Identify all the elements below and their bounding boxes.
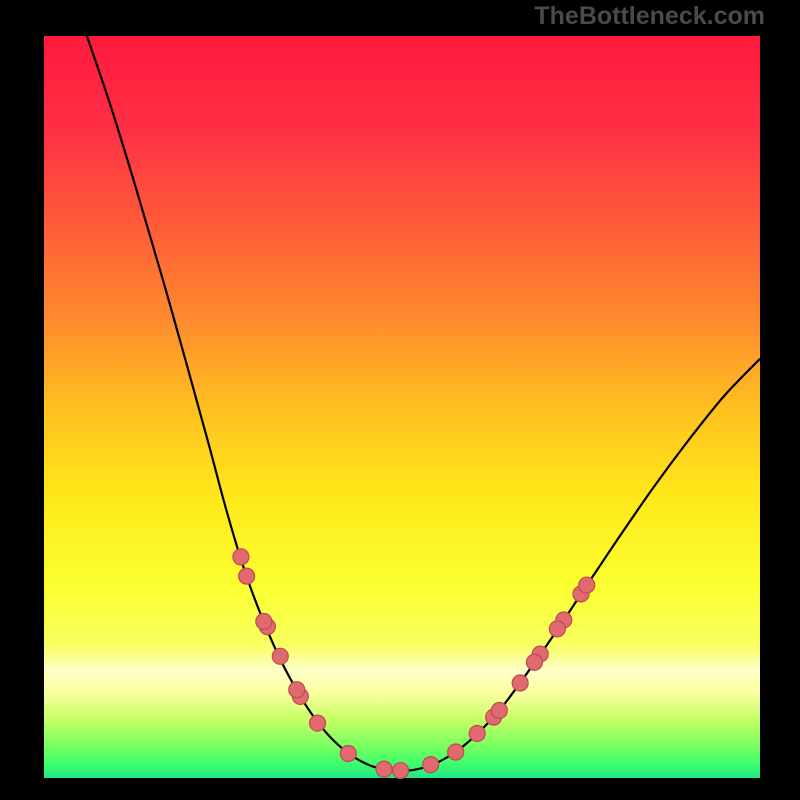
curve-left-branch	[87, 36, 388, 771]
image-root: TheBottleneck.com	[0, 0, 800, 800]
marker-dot	[579, 577, 595, 593]
marker-dot	[469, 725, 485, 741]
markers-right-cluster	[448, 577, 595, 760]
marker-dot	[448, 744, 464, 760]
plot-area	[44, 36, 760, 778]
marker-dot	[549, 621, 565, 637]
marker-dot	[310, 715, 326, 731]
marker-dot	[423, 757, 439, 773]
marker-dot	[239, 568, 255, 584]
watermark-text: TheBottleneck.com	[534, 2, 765, 31]
markers-bottom-cluster	[393, 757, 439, 779]
markers-left-cluster	[233, 549, 392, 777]
marker-dot	[376, 761, 392, 777]
marker-dot	[289, 682, 305, 698]
marker-dot	[512, 675, 528, 691]
marker-dot	[340, 746, 356, 762]
marker-dot	[526, 654, 542, 670]
marker-dot	[393, 763, 409, 779]
curve-right-branch	[388, 359, 760, 771]
chart-svg	[44, 36, 760, 778]
marker-dot	[256, 613, 272, 629]
marker-dot	[233, 549, 249, 565]
marker-dot	[272, 648, 288, 664]
marker-dot	[491, 702, 507, 718]
